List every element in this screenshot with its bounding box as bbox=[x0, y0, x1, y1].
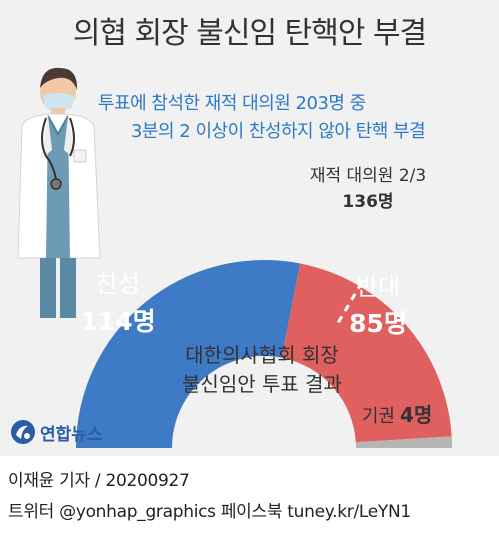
no-slice bbox=[281, 263, 452, 443]
center-label-line-2: 불신임안 투표 결과 bbox=[182, 372, 342, 396]
yonhap-logo: 연합뉴스 bbox=[10, 417, 103, 447]
abstain-category-label: 기권 bbox=[362, 406, 395, 427]
center-label-line-1: 대한의사협회 회장 bbox=[185, 343, 339, 367]
abstain-value-label: 4명 bbox=[400, 403, 432, 427]
no-category-label: 반대 bbox=[356, 273, 400, 301]
threshold-value-label: 136명 bbox=[342, 192, 393, 212]
half-donut-chart bbox=[76, 260, 452, 448]
yes-value-label: 114명 bbox=[80, 307, 155, 336]
threshold-marker-line bbox=[334, 281, 364, 327]
subtitle-line-2: 3분의 2 이상이 찬성하지 않아 탄핵 부결 bbox=[131, 121, 426, 142]
logo-text: 연합뉴스 bbox=[40, 424, 103, 445]
threshold-label: 재적 대의원 2/3 bbox=[310, 166, 426, 186]
subtitle-line-1: 투표에 참석한 재적 대의원 203명 중 bbox=[98, 93, 366, 114]
abstain-slice bbox=[355, 436, 452, 448]
infographic-card: 의협 회장 불신임 탄핵안 부결 투표에 참석한 재적 대의원 203명 중 3… bbox=[0, 0, 499, 456]
page-title: 의협 회장 불신임 탄핵안 부결 bbox=[72, 16, 427, 51]
yes-category-label: 찬성 bbox=[96, 270, 140, 298]
doctor-illustration-icon bbox=[17, 67, 101, 318]
yes-slice bbox=[76, 260, 301, 448]
byline: 이재윤 기자 / 20200927 bbox=[8, 471, 190, 491]
yonhap-swirl-icon bbox=[11, 420, 35, 444]
no-value-label: 85명 bbox=[349, 309, 407, 338]
social-links: 트위터 @yonhap_graphics 페이스북 tuney.kr/LeYN1 bbox=[8, 502, 411, 522]
vote-result-chart: 재적 대의원 2/3 136명 찬성 114명 반대 85명 기권 4명 대한의… bbox=[17, 67, 452, 448]
